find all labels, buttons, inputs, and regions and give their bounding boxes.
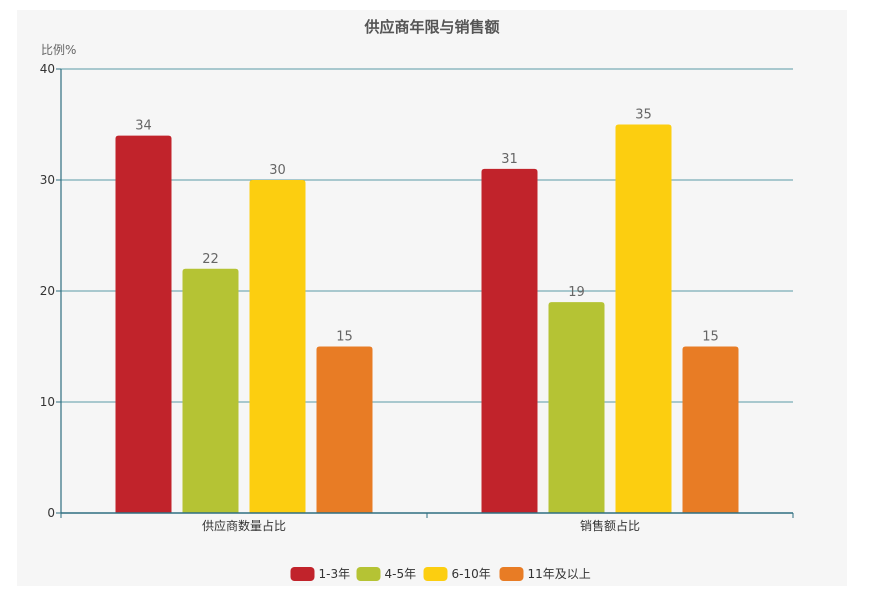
bars — [115, 124, 739, 514]
legend-item[interactable]: 4-5年 — [356, 567, 417, 581]
bar[interactable] — [115, 135, 172, 513]
chart-title: 供应商年限与销售额 — [363, 18, 499, 36]
y-axis-ticks: 0 10 20 30 40 — [40, 62, 61, 520]
y-tick-label: 0 — [47, 506, 55, 520]
legend-swatch — [499, 567, 524, 581]
data-label: 34 — [135, 119, 152, 134]
legend-label: 11年及以上 — [528, 567, 591, 581]
x-axis-categories: 供应商数量占比 销售额占比 — [202, 518, 640, 533]
y-tick-label: 40 — [40, 62, 55, 76]
legend-item[interactable]: 6-10年 — [423, 567, 491, 581]
data-label: 15 — [336, 330, 353, 345]
y-tick-label: 10 — [40, 395, 55, 409]
x-category-label: 供应商数量占比 — [202, 518, 286, 533]
legend-item[interactable]: 1-3年 — [290, 567, 351, 581]
bar[interactable] — [249, 180, 306, 513]
data-label: 35 — [635, 108, 652, 123]
legend-swatch — [423, 567, 448, 581]
axes — [60, 69, 794, 518]
bar[interactable] — [182, 268, 239, 513]
bar[interactable] — [682, 346, 739, 514]
legend-label: 6-10年 — [452, 567, 491, 581]
legend[interactable]: 1-3年 4-5年 6-10年 11年及以上 — [290, 567, 591, 581]
data-label: 15 — [702, 330, 719, 345]
legend-label: 4-5年 — [385, 567, 417, 581]
y-axis-label: 比例% — [41, 43, 76, 57]
bar[interactable] — [316, 346, 373, 514]
data-label: 30 — [269, 163, 286, 178]
legend-label: 1-3年 — [319, 567, 351, 581]
legend-swatch — [356, 567, 381, 581]
y-tick-label: 30 — [40, 173, 55, 187]
data-labels: 34 22 30 15 31 19 35 15 — [135, 108, 719, 345]
bar[interactable] — [481, 168, 538, 513]
bar[interactable] — [615, 124, 672, 514]
legend-swatch — [290, 567, 315, 581]
bar[interactable] — [548, 302, 605, 513]
legend-item[interactable]: 11年及以上 — [499, 567, 591, 581]
data-label: 19 — [568, 285, 585, 300]
x-category-label: 销售额占比 — [580, 518, 640, 533]
data-label: 31 — [501, 152, 518, 167]
data-label: 22 — [202, 252, 219, 267]
y-tick-label: 20 — [40, 284, 55, 298]
